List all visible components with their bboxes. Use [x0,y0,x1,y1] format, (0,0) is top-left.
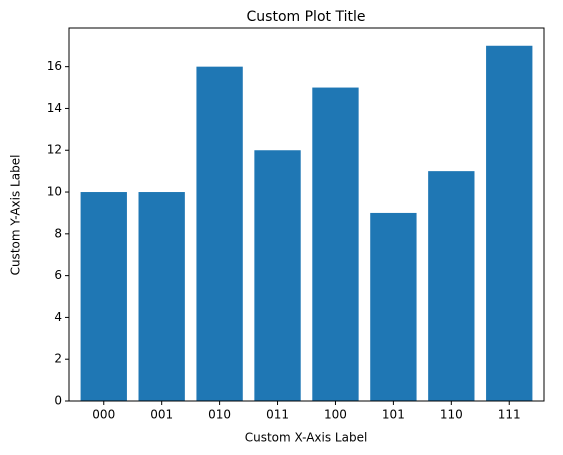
y-tick-label: 6 [54,268,62,282]
y-tick-label: 2 [54,352,62,366]
y-tick-label: 12 [47,143,62,157]
bar [428,171,475,401]
bar [370,212,417,401]
x-tick-label: 101 [382,408,405,422]
x-tick-label: 000 [92,408,115,422]
y-tick-label: 8 [54,226,62,240]
y-tick-label: 14 [47,101,62,115]
x-tick-label: 001 [150,408,173,422]
y-tick-label: 0 [54,394,62,408]
bar [80,192,127,401]
x-tick-label: 110 [440,408,463,422]
x-tick-label: 100 [324,408,347,422]
x-tick-label: 010 [208,408,231,422]
bar [196,66,243,401]
y-tick-label: 4 [54,310,62,324]
y-axis-label: Custom Y-Axis Label [9,155,23,276]
plot-frame [68,27,545,402]
bar [312,87,359,401]
x-tick-label: 111 [498,408,521,422]
bar [254,150,301,401]
bar [486,45,533,402]
bar [138,192,185,401]
x-tick-label: 011 [266,408,289,422]
x-axis-label: Custom X-Axis Label [245,431,368,445]
chart-title: Custom Plot Title [247,9,366,25]
y-tick-label: 10 [47,185,62,199]
y-tick-label: 16 [47,59,62,73]
